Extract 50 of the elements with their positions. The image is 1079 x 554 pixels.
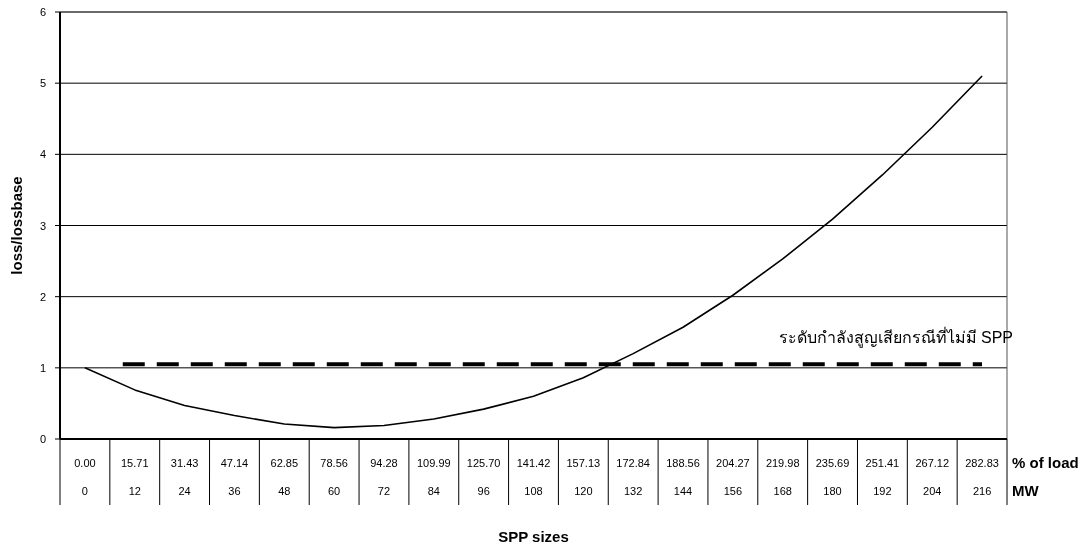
x-tick-label: 168 [773, 485, 792, 497]
x2-tick-label: 282.83 [965, 457, 999, 469]
x2-tick-label: 62.85 [270, 457, 299, 469]
x-tick-label: 120 [574, 485, 593, 497]
x-tick-label: 60 [328, 485, 341, 497]
x-tick-label: 84 [427, 485, 440, 497]
text: % of load [1012, 454, 1079, 471]
x-tick-label: 144 [673, 485, 693, 497]
x-tick-label: 180 [823, 485, 842, 497]
x-tick-label: 132 [624, 485, 643, 497]
x2-tick-label: 219.98 [765, 457, 800, 469]
y-tick-label: 4 [39, 148, 46, 161]
x-tick-label: 156 [723, 485, 743, 497]
text: MW [1012, 482, 1040, 499]
x2-tick-label: 15.71 [120, 457, 149, 469]
x-tick-label: 204 [923, 485, 942, 497]
x2-tick-label: 47.14 [220, 457, 249, 469]
x2-tick-label: 204.27 [716, 457, 750, 469]
x-tick-label: 24 [178, 485, 191, 497]
x2-tick-label: 172.84 [616, 457, 650, 469]
x2-tick-label: 141.42 [516, 457, 551, 469]
x-tick-label: 48 [278, 485, 291, 497]
x-tick-label: 216 [972, 485, 992, 497]
x2-tick-label: 31.43 [170, 457, 199, 469]
y-tick-label: 1 [39, 361, 46, 374]
y-tick-label: 5 [39, 77, 46, 90]
x-tick-label: 0 [81, 485, 88, 497]
x-axis-title: SPP sizes [498, 528, 569, 545]
x2-tick-label: 251.41 [865, 457, 900, 469]
x2-tick-label: 125.70 [466, 457, 501, 469]
y-tick-label: 6 [39, 6, 46, 18]
y-tick-label: 2 [39, 290, 46, 303]
y-tick-label: 3 [39, 219, 46, 232]
x-tick-label: 72 [377, 485, 391, 497]
y-axis-title: loss/lossbase [8, 176, 25, 275]
x2-tick-label: 94.28 [370, 457, 398, 469]
ref-line-label: ระดับกำลังสูญเสียกรณีที่ไม่มี SPP [778, 326, 1013, 349]
x2-tick-label: 109.99 [416, 457, 451, 469]
x2-tick-label: 0.00 [74, 457, 96, 469]
x2-tick-label: 188.56 [666, 457, 700, 469]
x2-tick-label: 267.12 [915, 457, 950, 469]
x2-tick-label: 235.69 [815, 457, 850, 469]
x-tick-label: 36 [228, 485, 241, 497]
y-tick-label: 0 [39, 433, 46, 445]
x-tick-label: 12 [128, 485, 141, 497]
x-tick-label: 108 [524, 485, 543, 497]
x-tick-label: 96 [477, 485, 490, 497]
x-tick-label: 192 [873, 485, 892, 497]
x2-tick-label: 157.13 [566, 457, 601, 469]
x2-tick-label: 78.56 [320, 457, 348, 469]
